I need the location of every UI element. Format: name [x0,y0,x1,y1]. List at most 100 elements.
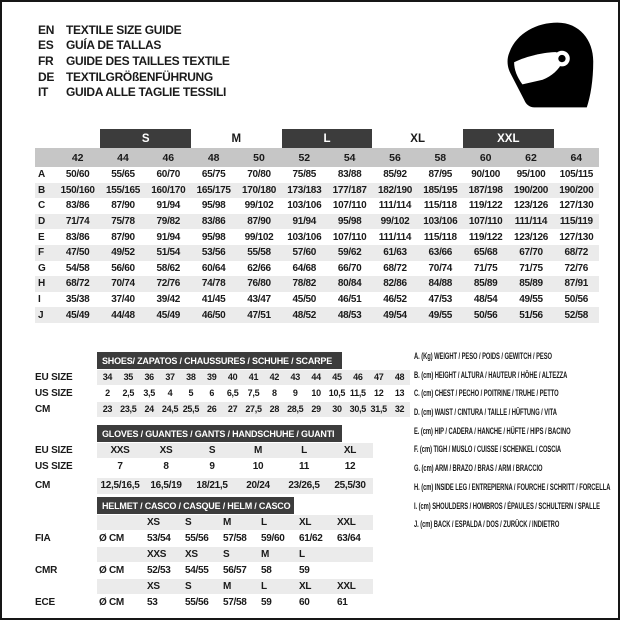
size-cell: 107/110 [332,200,367,212]
gloves-cell: 7 [117,460,123,472]
gloves-cell: 8 [163,460,169,472]
gloves-cell: 12 [344,460,356,472]
helmet-size-header: L [299,548,305,560]
column-header-56: 56 [389,151,401,164]
size-cell: 61/63 [383,247,407,259]
lang-code: IT [38,85,49,100]
gloves-row-0: EU SIZE XXS XS S M L XL [35,442,373,458]
legend-item-g: G. (cm) ARM / BRAZO / BRAS / ARM / BRACC… [414,463,543,474]
gloves-cell: 20/24 [246,480,270,492]
size-cell: 50/56 [473,309,498,321]
size-cell: 190/200 [559,184,594,196]
legend-item-d: D. (cm) WAIST / CINTURA / TAILLE / HÜFTU… [414,407,557,418]
gloves-size-table: GLOVES / GUANTES / GANTS / HANDSCHUHE / … [35,425,373,494]
helmet-size-header: S [185,516,192,528]
lang-code: EN [38,22,55,37]
table-row-i: I 35/38 37/40 39/42 41/45 43/47 45/50 46/51 46/5… [35,292,599,308]
size-cell: 46/52 [383,294,407,306]
helmet-size-header: XXS [147,548,167,560]
shoes-size-table: SHOES/ ZAPATOS / CHAUSSURES / SCHUHE / S… [35,352,410,417]
shoes-row-label: CM [35,403,51,415]
size-cell: 95/98 [337,216,362,228]
helmet-table-title: HELMET / CASCO / CASQUE / HELM / CASCO [97,497,294,514]
size-cell: 51/54 [156,247,181,259]
helmet-cell: 60 [299,596,310,608]
size-cell: 170/180 [241,184,277,196]
size-cell: 99/102 [244,231,274,243]
language-header: EN TEXTILE SIZE GUIDE ES GUÍA DE TALLAS … [38,22,230,100]
shoes-table-title: SHOES/ ZAPATOS / CHAUSSURES / SCHUHE / S… [97,352,342,369]
size-cell: 47/53 [428,294,453,306]
helmet-size-header: M [261,548,270,560]
helmet-cell: 59 [299,564,310,576]
size-cell: 55/65 [111,169,135,181]
helmet-icon [507,22,594,108]
shoes-cell: 23 [102,404,113,415]
size-cell: 84/88 [428,278,453,290]
row-label-i: I [38,294,41,306]
lang-title: GUIDE DES TAILLES TEXTILE [66,53,230,68]
gloves-row-values: XXS XS S M L XL [97,442,373,458]
helmet-cell: 53/54 [147,532,171,544]
legend-item-e: E. (cm) HIP / CADERA / HANCHE / HÜFTE / … [414,425,571,436]
size-cell: 160/170 [151,184,186,196]
row-label-b: B [38,184,45,196]
size-cell: 79/82 [156,216,181,228]
table-row-f: F 47/50 49/52 51/54 53/56 55/58 57/60 59/62 61/6… [35,244,599,261]
size-cell: 83/88 [337,169,362,181]
column-header-48: 48 [207,151,220,164]
lang-title: GUÍA DE TALLAS [66,38,162,53]
gloves-cell: S [208,444,216,456]
shoes-cell: 28,5 [287,404,304,415]
helmet-size-header: M [223,516,232,528]
shoes-row-label: EU SIZE [35,371,73,383]
gloves-cell: 9 [209,460,215,472]
size-cell: 111/114 [378,200,412,212]
helmet-standard-label-ece: ECE [35,596,55,608]
helmet-size-header: XS [147,516,160,528]
helmet-cell: 63/64 [337,532,361,544]
table-row-h: H 68/72 70/74 72/76 74/78 76/80 78/82 80/84 82/8… [35,276,599,292]
helmet-size-header: L [261,580,267,592]
shoes-cell: 12 [373,388,384,399]
size-cell: 48/53 [337,309,362,321]
helmet-cell: 55/56 [185,532,209,544]
shoes-cell: 41 [248,372,259,383]
shoes-cell: 23,5 [120,404,137,415]
size-cell: 45/49 [65,309,90,321]
column-header-50: 50 [253,151,265,164]
shoes-cell: 4 [167,388,173,399]
helmet-sizes: XS S M L XL XXL [97,578,373,594]
helmet-size-header: XXL [337,580,356,592]
size-cell: 87/91 [564,278,589,290]
lang-line-en: EN TEXTILE SIZE GUIDE [38,22,230,38]
helmet-sizes-row-ece: XS S M L XL XXL [35,578,373,594]
size-cell: 65/68 [473,247,498,259]
helmet-cell: 61/62 [299,532,323,544]
size-band-xxl: XXL [462,129,554,148]
gloves-row-values: 12,5/16,5 16,5/19 18/21,5 20/24 23/26,5 25,5/… [97,478,373,494]
size-cell: 111/114 [378,231,412,243]
helmet-size-header: XS [147,580,160,592]
helmet-size-header: L [261,516,267,528]
shoes-cell: 9 [292,388,298,399]
shoes-cell: 39 [207,372,217,383]
shoes-cell: 24,5 [161,404,179,415]
shoes-cell: 28 [269,404,280,415]
gloves-row-2: CM 12,5/16,5 16,5/19 18/21,5 20/24 23/26,5 25,… [35,478,373,494]
shoes-cell: 2 [105,388,110,399]
size-cell: 48/54 [473,294,498,306]
size-cell: 150/160 [60,184,95,196]
size-cell: 87/90 [111,200,135,212]
size-cell: 63/66 [428,247,453,259]
shoes-cell: 32 [394,404,405,415]
size-cell: 119/122 [468,231,503,243]
size-cell: 75/78 [111,216,135,228]
size-cell: 41/45 [201,294,226,306]
size-cell: 50/56 [564,294,589,306]
shoes-cell: 45 [332,372,342,383]
shoes-cell: 35 [123,372,134,383]
size-cell: 75/85 [292,169,317,181]
table-row-g: G 54/58 56/60 58/62 60/64 62/66 64/68 66/70 68/7… [35,261,599,277]
